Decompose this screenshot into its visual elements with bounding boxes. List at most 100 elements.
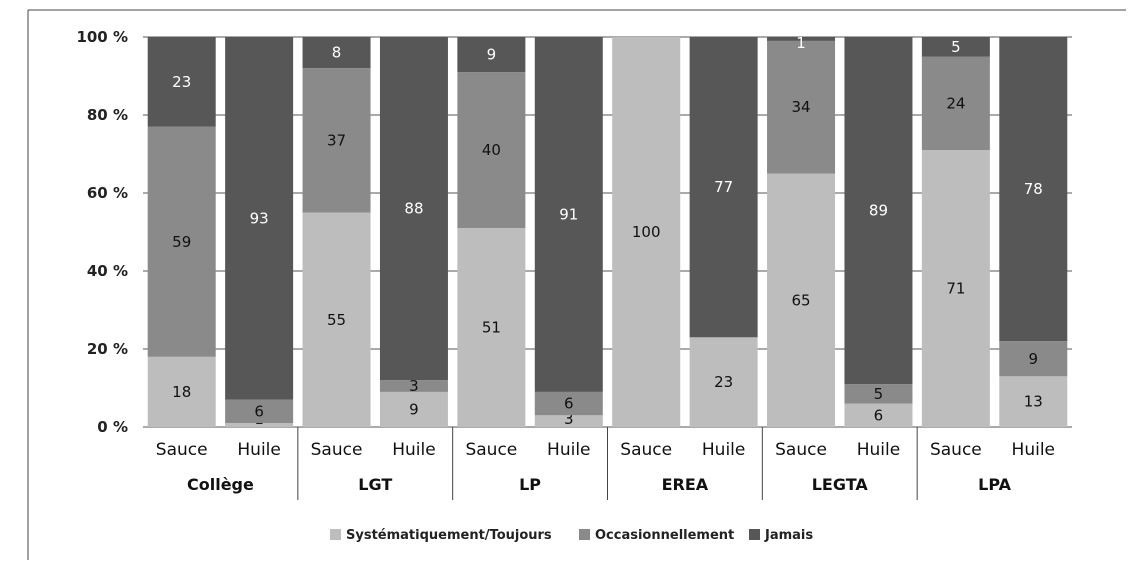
bar-segment [302,68,371,213]
bar-segment [844,384,913,404]
bar-segment [844,37,913,385]
data-label: 65 [791,291,810,309]
x-tick-label: Huile [237,440,280,460]
data-label: 3 [564,410,574,428]
legend: Systématiquement/Toujours Occasionnelleme… [330,528,813,543]
group-label: LGT [358,475,392,494]
legend-swatch [579,529,590,540]
x-axis: Sauce Huile Sauce Huile Sauce Huile Sauce Huile… [156,427,1055,500]
y-tick-label: 0 % [97,418,128,436]
bar-segment [302,37,371,69]
bar-segment [999,341,1068,377]
y-tick-label: 20 % [87,340,128,358]
bar-segment [767,37,836,41]
x-tick-label: Sauce [311,440,363,460]
bar-segment [921,150,990,427]
data-label: 51 [482,319,501,337]
data-label: 88 [404,200,423,218]
y-axis: 0 % 20 % 40 % 60 % 80 % 100 % [76,28,128,436]
bar-segment [457,228,526,427]
data-label: 78 [1024,180,1043,198]
bar-segment [999,37,1068,342]
legend-label: Jamais [764,528,813,543]
group-label: LEGTA [812,475,869,494]
data-label: 1 [796,34,806,52]
data-label: 5 [874,385,884,403]
data-label: 34 [791,98,810,116]
bar-segment [379,37,448,381]
group-label: LP [519,475,541,494]
data-label: 3 [409,377,419,395]
x-tick-label: Huile [1012,440,1055,460]
x-tick-label: Sauce [930,440,982,460]
bar-segment [612,37,681,427]
bars: 1859231693553789388514093691100237765341… [147,34,1068,428]
bar-segment [921,56,990,151]
bar-segment [147,126,216,357]
data-label: 6 [564,395,574,413]
data-label: 9 [409,400,419,418]
bar-segment [225,423,294,427]
y-tick-label: 60 % [87,184,128,202]
group-label: LPA [978,475,1011,494]
bar-segment [147,356,216,427]
data-label: 9 [1029,350,1039,368]
x-tick-label: Sauce [775,440,827,460]
legend-swatch [330,529,341,540]
y-tick-label: 40 % [87,262,128,280]
data-label: 13 [1024,393,1043,411]
x-tick-label: Sauce [156,440,208,460]
data-label: 40 [482,141,501,159]
data-label: 93 [250,209,269,227]
bar-segment [534,391,603,416]
data-label: 5 [951,38,961,56]
bar-segment [689,37,758,338]
data-label: 91 [559,205,578,223]
data-label: 18 [172,383,191,401]
data-label: 23 [714,373,733,391]
group-label: Collège [187,475,254,494]
x-tick-label: Huile [547,440,590,460]
x-tick-label: Huile [702,440,745,460]
data-label: 6 [874,406,884,424]
bar-segment [767,40,836,174]
data-label: 9 [487,46,497,64]
data-label: 55 [327,311,346,329]
data-label: 24 [946,94,965,112]
bar-segment [689,337,758,427]
bar-segment [147,37,216,127]
data-label: 8 [332,44,342,62]
bar-segment [767,173,836,427]
y-tick-label: 100 % [76,28,128,46]
x-tick-label: Sauce [620,440,672,460]
bar-segment [457,72,526,229]
data-label: 37 [327,131,346,149]
data-label: 100 [632,223,661,241]
x-tick-label: Sauce [465,440,517,460]
legend-label: Systématiquement/Toujours [346,528,552,543]
bar-segment [999,376,1068,427]
data-label: 59 [172,233,191,251]
bar-segment [921,37,990,57]
bar-segment [534,37,603,392]
data-label: 77 [714,178,733,196]
bar-segment [534,415,603,427]
data-label: 6 [254,402,264,420]
data-label: 23 [172,73,191,91]
bar-segment [302,212,371,427]
legend-swatch [749,529,760,540]
data-label: 89 [869,202,888,220]
x-tick-label: Huile [857,440,900,460]
bar-segment [225,37,294,400]
bar-segment [844,403,913,427]
bar-segment [379,380,448,392]
legend-label: Occasionnellement [595,528,734,543]
bar-segment [379,391,448,427]
bar-segment [457,37,526,73]
x-tick-label: Huile [392,440,435,460]
group-label: EREA [662,475,709,494]
data-label: 71 [946,280,965,298]
bar-segment [225,399,294,424]
